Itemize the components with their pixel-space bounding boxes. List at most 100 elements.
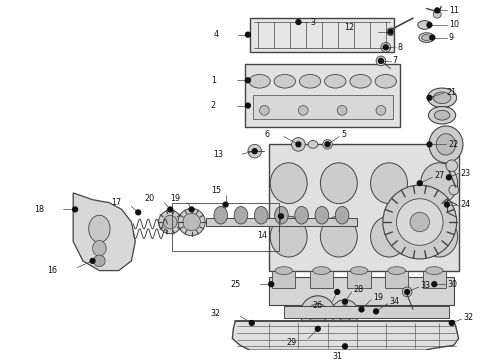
Ellipse shape bbox=[426, 267, 443, 274]
Circle shape bbox=[427, 23, 432, 27]
Ellipse shape bbox=[214, 207, 227, 224]
Circle shape bbox=[410, 212, 429, 232]
Circle shape bbox=[449, 185, 459, 195]
Circle shape bbox=[249, 320, 254, 325]
Circle shape bbox=[168, 207, 172, 212]
Text: 32: 32 bbox=[464, 313, 473, 322]
Ellipse shape bbox=[419, 33, 434, 42]
Circle shape bbox=[223, 202, 228, 207]
Text: 12: 12 bbox=[344, 23, 355, 32]
Circle shape bbox=[90, 258, 95, 263]
Ellipse shape bbox=[93, 240, 106, 256]
Circle shape bbox=[252, 149, 257, 154]
Circle shape bbox=[383, 45, 388, 50]
Circle shape bbox=[331, 300, 359, 327]
Text: 29: 29 bbox=[286, 338, 296, 347]
Circle shape bbox=[189, 207, 194, 212]
Text: 3: 3 bbox=[310, 18, 315, 27]
Text: 17: 17 bbox=[112, 198, 122, 207]
Ellipse shape bbox=[421, 163, 458, 204]
Circle shape bbox=[296, 142, 301, 147]
Bar bbox=[206, 218, 357, 226]
Text: 30: 30 bbox=[448, 280, 458, 289]
Circle shape bbox=[396, 199, 443, 245]
Text: 9: 9 bbox=[449, 33, 454, 42]
Bar bbox=[245, 64, 400, 127]
Circle shape bbox=[378, 58, 383, 63]
Circle shape bbox=[444, 202, 449, 207]
Text: 19: 19 bbox=[170, 194, 180, 203]
Circle shape bbox=[245, 78, 250, 83]
Circle shape bbox=[433, 10, 441, 18]
Circle shape bbox=[432, 282, 437, 287]
Bar bbox=[250, 18, 393, 52]
Ellipse shape bbox=[299, 75, 321, 88]
Ellipse shape bbox=[428, 107, 456, 124]
Text: 6: 6 bbox=[264, 130, 270, 139]
Circle shape bbox=[376, 56, 386, 66]
Ellipse shape bbox=[324, 75, 346, 88]
Circle shape bbox=[376, 105, 386, 115]
Circle shape bbox=[388, 29, 393, 34]
Text: 19: 19 bbox=[373, 293, 383, 302]
Text: 23: 23 bbox=[461, 169, 470, 178]
Ellipse shape bbox=[434, 111, 450, 120]
Bar bbox=[253, 95, 392, 119]
Text: 25: 25 bbox=[230, 280, 240, 289]
Bar bbox=[272, 271, 295, 288]
Bar bbox=[347, 271, 371, 288]
Circle shape bbox=[178, 208, 205, 236]
Circle shape bbox=[446, 160, 458, 172]
Circle shape bbox=[260, 105, 270, 115]
Ellipse shape bbox=[89, 215, 110, 242]
Circle shape bbox=[94, 255, 105, 267]
Circle shape bbox=[435, 8, 440, 13]
Circle shape bbox=[383, 185, 457, 259]
Circle shape bbox=[73, 207, 77, 212]
Bar bbox=[423, 271, 446, 288]
Circle shape bbox=[322, 140, 332, 149]
Circle shape bbox=[308, 303, 327, 323]
Ellipse shape bbox=[320, 163, 357, 204]
Text: 13: 13 bbox=[213, 150, 222, 159]
Circle shape bbox=[417, 181, 422, 186]
Ellipse shape bbox=[429, 126, 463, 163]
Bar bbox=[270, 144, 459, 271]
Ellipse shape bbox=[308, 140, 318, 148]
Circle shape bbox=[374, 309, 378, 314]
Text: 34: 34 bbox=[390, 297, 400, 306]
Ellipse shape bbox=[422, 35, 431, 40]
Text: 18: 18 bbox=[34, 205, 44, 214]
Circle shape bbox=[359, 307, 364, 312]
Text: 11: 11 bbox=[449, 6, 459, 15]
Text: 26: 26 bbox=[313, 301, 322, 310]
Circle shape bbox=[343, 344, 347, 349]
Ellipse shape bbox=[335, 207, 349, 224]
Circle shape bbox=[449, 320, 454, 325]
Circle shape bbox=[245, 32, 250, 37]
Ellipse shape bbox=[295, 207, 308, 224]
Circle shape bbox=[245, 103, 250, 108]
Circle shape bbox=[164, 215, 177, 229]
Circle shape bbox=[292, 138, 305, 151]
Ellipse shape bbox=[270, 163, 307, 204]
Ellipse shape bbox=[370, 163, 408, 204]
Bar bbox=[172, 203, 279, 251]
Ellipse shape bbox=[275, 267, 293, 274]
Ellipse shape bbox=[350, 267, 368, 274]
Ellipse shape bbox=[270, 216, 307, 257]
Ellipse shape bbox=[370, 216, 408, 257]
Circle shape bbox=[296, 20, 301, 24]
Circle shape bbox=[405, 289, 410, 294]
Ellipse shape bbox=[234, 207, 248, 224]
Ellipse shape bbox=[350, 75, 371, 88]
Circle shape bbox=[337, 105, 347, 115]
Text: 10: 10 bbox=[449, 21, 459, 30]
Circle shape bbox=[343, 299, 347, 304]
Circle shape bbox=[183, 213, 200, 231]
Bar bbox=[284, 306, 449, 318]
Ellipse shape bbox=[427, 88, 457, 108]
Circle shape bbox=[427, 142, 432, 147]
Text: 33: 33 bbox=[421, 281, 431, 290]
Text: 31: 31 bbox=[332, 351, 342, 360]
